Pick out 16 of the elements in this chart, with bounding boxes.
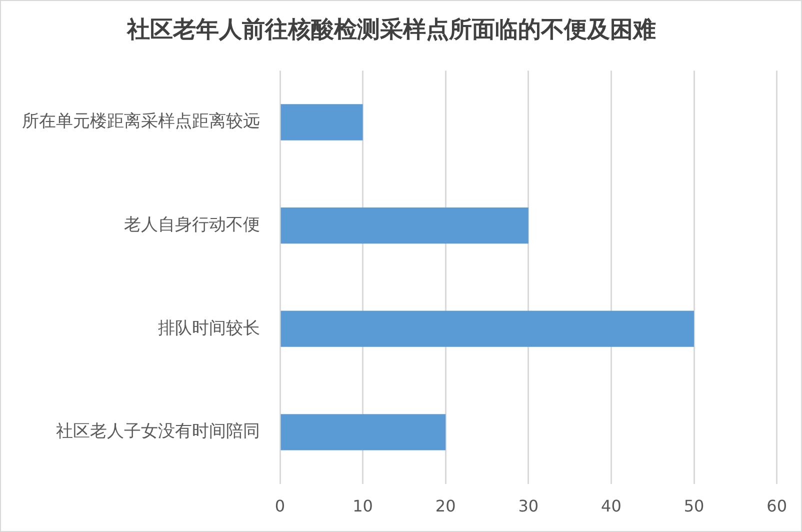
y-tick-label: 社区老人子女没有时间陪同 (56, 422, 260, 442)
chart-title: 社区老年人前往核酸检测采样点所面临的不便及困难 (126, 16, 656, 43)
x-tick-label: 10 (352, 496, 373, 516)
bar (280, 207, 528, 244)
x-tick-label: 30 (518, 496, 539, 516)
bar (280, 104, 363, 140)
x-tick-label: 40 (601, 496, 622, 516)
x-tick-label: 20 (435, 496, 456, 516)
y-tick-label: 排队时间较长 (158, 318, 260, 338)
bar (280, 310, 694, 347)
y-tick-label: 所在单元楼距离采样点距离较远 (22, 112, 260, 132)
bar (280, 414, 446, 450)
y-tick-label: 老人自身行动不便 (124, 214, 260, 235)
x-tick-label: 50 (684, 496, 704, 516)
x-tick-label: 0 (274, 496, 286, 516)
x-tick-label: 60 (766, 496, 787, 516)
